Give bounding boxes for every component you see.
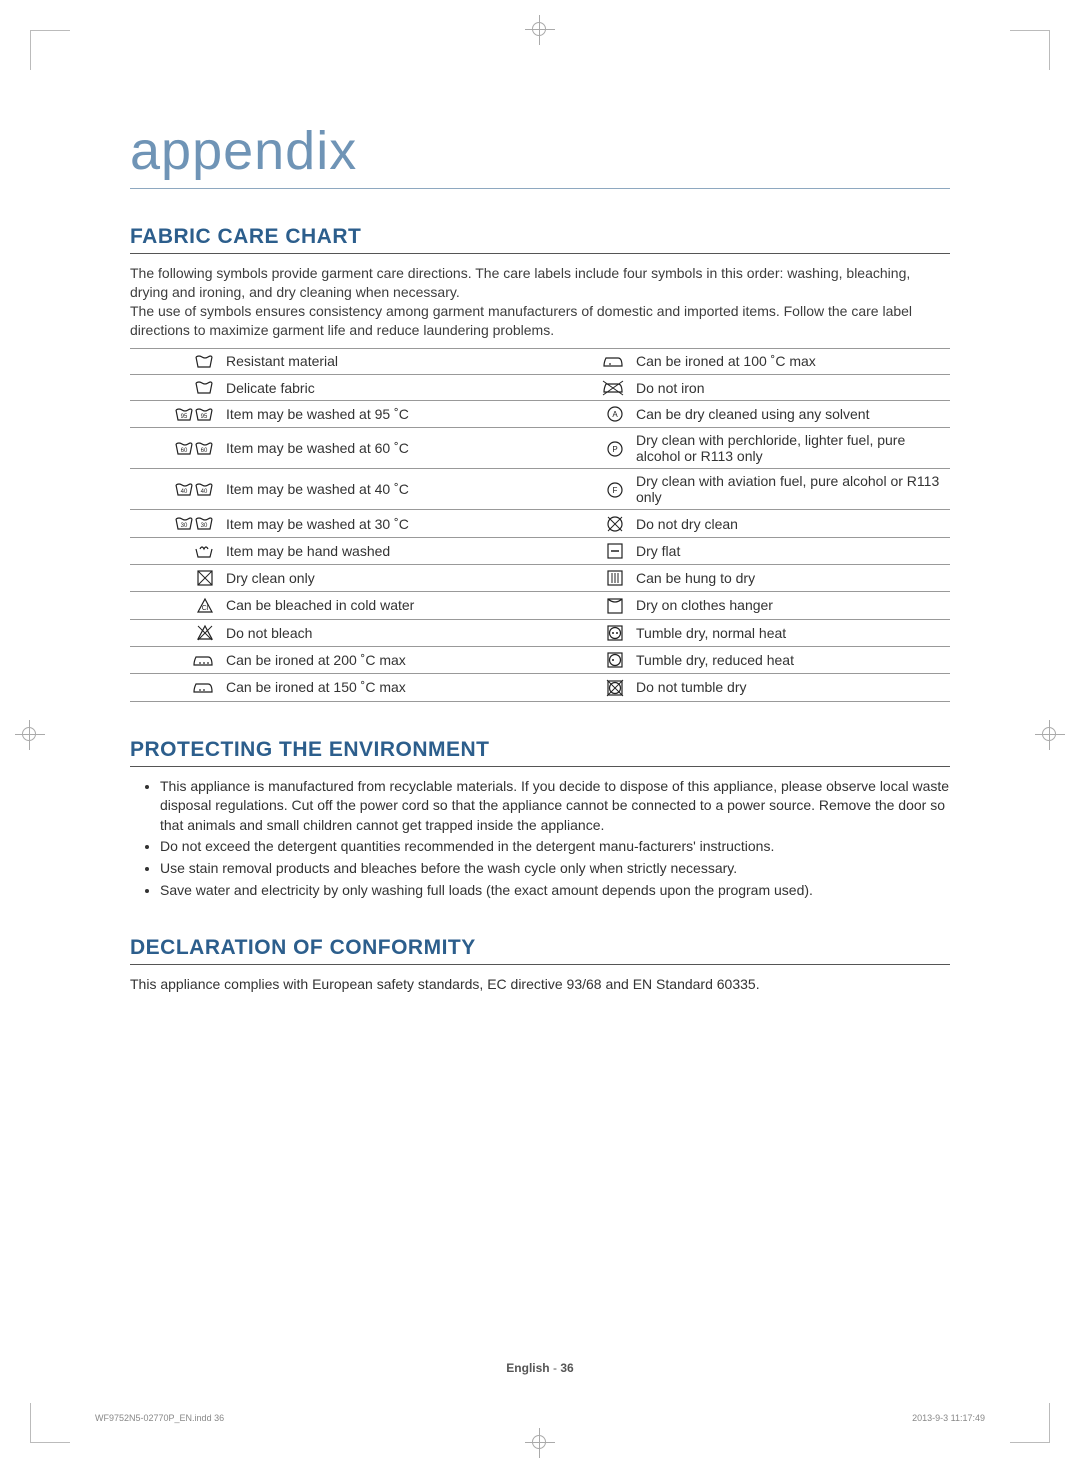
svg-text:60: 60 <box>181 448 188 454</box>
registration-mark <box>525 1428 555 1458</box>
care-label: Item may be washed at 60 ˚C <box>220 428 540 469</box>
svg-text:30: 30 <box>181 523 188 529</box>
crop-mark <box>1010 30 1050 70</box>
care-label: Do not tumble dry <box>630 674 950 701</box>
care-label: Resistant material <box>220 348 540 374</box>
care-row: 95 95 Item may be washed at 95 ˚C A Can be d… <box>130 401 950 428</box>
registration-mark <box>1035 720 1065 750</box>
dry-hanger-icon <box>540 592 630 619</box>
footer-page: 36 <box>560 1361 573 1375</box>
page-title: appendix <box>130 120 950 189</box>
care-row: 40 40 Item may be washed at 40 ˚C F Dry clea… <box>130 469 950 510</box>
care-label: Dry flat <box>630 537 950 564</box>
care-label: Can be bleached in cold water <box>220 592 540 619</box>
wash-40-icon: 40 40 <box>130 469 220 510</box>
care-label: Dry clean with aviation fuel, pure alcoh… <box>630 469 950 510</box>
wash-plain-icon <box>130 348 220 374</box>
care-label: Item may be hand washed <box>220 537 540 564</box>
care-label: Can be ironed at 100 ˚C max <box>630 348 950 374</box>
svg-text:95: 95 <box>201 414 208 420</box>
svg-text:30: 30 <box>201 523 208 529</box>
no-iron-icon <box>540 374 630 400</box>
care-row: Do not bleach Tumble dry, normal heat <box>130 619 950 646</box>
care-label: Dry clean with perchloride, lighter fuel… <box>630 428 950 469</box>
care-row: Resistant material Can be ironed at 100 ˚… <box>130 348 950 374</box>
care-row: 30 30 Item may be washed at 30 ˚C Do not dr… <box>130 510 950 537</box>
care-row: Cl Can be bleached in cold water Dry on cl… <box>130 592 950 619</box>
care-row: Can be ironed at 200 ˚C max Tumble dry, r… <box>130 646 950 673</box>
no-dryclean-icon <box>540 510 630 537</box>
declaration-heading: DECLARATION OF CONFORMITY <box>130 936 950 965</box>
fabric-care-intro: The following symbols provide garment ca… <box>130 264 950 340</box>
footer-sep: - <box>553 1361 557 1375</box>
care-label: Item may be washed at 95 ˚C <box>220 401 540 428</box>
dry-flat-icon <box>540 537 630 564</box>
svg-text:A: A <box>612 410 618 419</box>
wash-30-icon: 30 30 <box>130 510 220 537</box>
svg-text:60: 60 <box>201 448 208 454</box>
care-label: Can be ironed at 150 ˚C max <box>220 674 540 701</box>
footer-right: 2013-9-3 11:17:49 <box>912 1413 985 1423</box>
tumble-reduced-icon <box>540 646 630 673</box>
dryclean-p-icon: P <box>540 428 630 469</box>
care-row: Delicate fabric Do not iron <box>130 374 950 400</box>
care-label: Tumble dry, reduced heat <box>630 646 950 673</box>
svg-text:F: F <box>613 486 618 495</box>
environment-bullet: Do not exceed the detergent quantities r… <box>160 837 950 857</box>
svg-text:P: P <box>612 445 617 454</box>
bleach-ok-icon: Cl <box>130 592 220 619</box>
declaration-text: This appliance complies with European sa… <box>130 975 950 995</box>
care-label: Can be dry cleaned using any solvent <box>630 401 950 428</box>
crop-mark <box>1010 1403 1050 1443</box>
no-bleach-icon <box>130 619 220 646</box>
svg-text:95: 95 <box>181 414 188 420</box>
crop-mark <box>30 1403 70 1443</box>
dry-hang-icon <box>540 565 630 592</box>
registration-mark <box>15 720 45 750</box>
page-content: appendix FABRIC CARE CHART The following… <box>130 120 950 995</box>
footer-left: WF9752N5-02770P_EN.indd 36 <box>95 1413 224 1423</box>
care-label: Tumble dry, normal heat <box>630 619 950 646</box>
care-label: Do not bleach <box>220 619 540 646</box>
wash-60-icon: 60 60 <box>130 428 220 469</box>
iron-150-icon <box>130 674 220 701</box>
svg-text:40: 40 <box>181 489 188 495</box>
crop-mark <box>30 30 70 70</box>
fabric-care-heading: FABRIC CARE CHART <box>130 225 950 254</box>
no-tumble-icon <box>540 674 630 701</box>
care-label: Can be hung to dry <box>630 565 950 592</box>
environment-bullet: Save water and electricity by only washi… <box>160 881 950 901</box>
care-row: Item may be hand washed Dry flat <box>130 537 950 564</box>
footer-lang: English <box>506 1361 549 1375</box>
care-label: Item may be washed at 40 ˚C <box>220 469 540 510</box>
care-label: Item may be washed at 30 ˚C <box>220 510 540 537</box>
environment-heading: PROTECTING THE ENVIRONMENT <box>130 738 950 767</box>
environment-bullet: Use stain removal products and bleaches … <box>160 859 950 879</box>
wash-95-icon: 95 95 <box>130 401 220 428</box>
dryclean-f-icon: F <box>540 469 630 510</box>
care-row: 60 60 Item may be washed at 60 ˚C P Dry clea… <box>130 428 950 469</box>
footer-center: English - 36 <box>0 1361 1080 1375</box>
iron-100-icon <box>540 348 630 374</box>
tumble-normal-icon <box>540 619 630 646</box>
care-row: Can be ironed at 150 ˚C max Do not tumble… <box>130 674 950 701</box>
care-label: Delicate fabric <box>220 374 540 400</box>
iron-200-icon <box>130 646 220 673</box>
care-label: Do not iron <box>630 374 950 400</box>
environment-bullet: This appliance is manufactured from recy… <box>160 777 950 836</box>
dryclean-only-icon <box>130 565 220 592</box>
care-row: Dry clean only Can be hung to dry <box>130 565 950 592</box>
fabric-care-table: Resistant material Can be ironed at 100 ˚… <box>130 348 950 702</box>
wash-plain-icon <box>130 374 220 400</box>
dryclean-a-icon: A <box>540 401 630 428</box>
environment-list: This appliance is manufactured from recy… <box>130 777 950 901</box>
svg-text:40: 40 <box>201 489 208 495</box>
care-label: Do not dry clean <box>630 510 950 537</box>
care-label: Dry clean only <box>220 565 540 592</box>
svg-text:Cl: Cl <box>202 605 209 612</box>
care-label: Can be ironed at 200 ˚C max <box>220 646 540 673</box>
registration-mark <box>525 15 555 45</box>
care-label: Dry on clothes hanger <box>630 592 950 619</box>
hand-wash-icon <box>130 537 220 564</box>
